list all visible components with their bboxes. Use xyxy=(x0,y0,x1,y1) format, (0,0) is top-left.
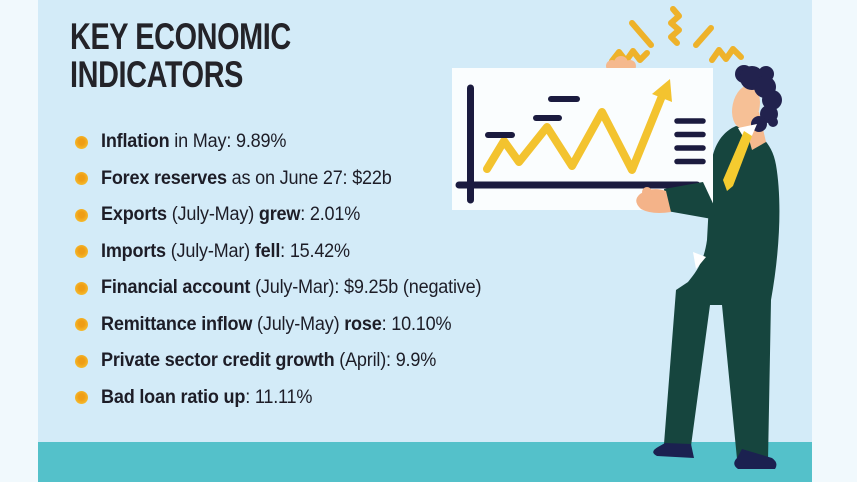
data-dashes xyxy=(485,96,580,138)
bullet-icon xyxy=(75,135,88,149)
indicator-text: Financial account (July-Mar): $9.25b (ne… xyxy=(101,277,482,299)
bullet-icon xyxy=(75,354,88,368)
indicator-text: Remittance inflow (July-May) rose: 10.10… xyxy=(101,313,452,335)
bullet-icon xyxy=(75,391,88,405)
face xyxy=(732,85,760,129)
bullet-icon xyxy=(75,172,88,186)
curly-hair xyxy=(735,65,782,132)
right-shoe xyxy=(734,449,777,469)
left-shoe xyxy=(653,443,694,458)
bullet-icon xyxy=(75,208,88,222)
indicator-text: Private sector credit growth (April): 9.… xyxy=(101,350,437,372)
tie xyxy=(723,131,752,191)
person-illustration xyxy=(653,65,782,469)
legend-dashes xyxy=(674,118,706,165)
indicator-text: Exports (July-May) grew: 2.01% xyxy=(101,204,361,226)
indicator-text: Imports (July-Mar) fell: 15.42% xyxy=(101,240,350,262)
front-arm xyxy=(664,182,717,219)
bullet-icon xyxy=(75,281,88,295)
indicator-text: Inflation in May: 9.89% xyxy=(101,131,287,153)
bullet-icon xyxy=(75,245,88,259)
indicator-item: Imports (July-Mar) fell: 15.42% xyxy=(70,234,550,271)
title-line-1: KEY ECONOMIC xyxy=(70,16,291,57)
trend-arrow-icon xyxy=(652,79,672,102)
indicator-item: Bad loan ratio up: 11.11% xyxy=(70,380,550,417)
indicator-text: Bad loan ratio up: 11.11% xyxy=(101,386,313,408)
excitement-sparks-icon xyxy=(609,6,744,64)
indicator-item: Remittance inflow (July-May) rose: 10.10… xyxy=(70,307,550,344)
chart-board xyxy=(452,68,713,210)
trend-line xyxy=(483,92,666,174)
indicator-item: Exports (July-May) grew: 2.01% xyxy=(70,197,550,234)
bullet-icon xyxy=(75,318,88,332)
bottom-hand-thumb xyxy=(642,187,652,197)
suit-body-and-legs xyxy=(664,126,780,461)
indicator-item: Forex reserves as on June 27: $22b xyxy=(70,161,550,198)
indicator-item: Inflation in May: 9.89% xyxy=(70,124,550,161)
indicator-text: Forex reserves as on June 27: $22b xyxy=(101,167,392,189)
indicators-list: Inflation in May: 9.89% Forex reserves as… xyxy=(70,124,550,416)
pocket-detail xyxy=(693,252,706,269)
page-title: KEY ECONOMIC INDICATORS xyxy=(70,18,291,94)
title-line-2: INDICATORS xyxy=(70,54,244,95)
indicator-item: Financial account (July-Mar): $9.25b (ne… xyxy=(70,270,550,307)
indicator-item: Private sector credit growth (April): 9.… xyxy=(70,343,550,380)
